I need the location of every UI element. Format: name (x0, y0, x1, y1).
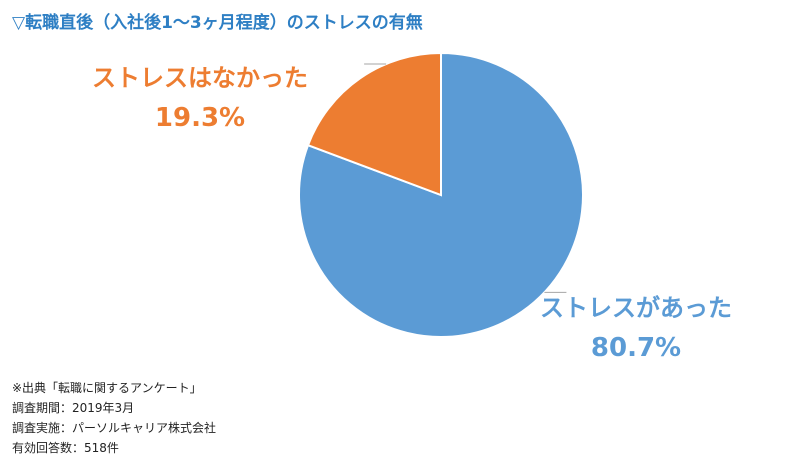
leader-lines (364, 63, 567, 293)
slice-label-no-stress-name: ストレスはなかった (92, 64, 308, 92)
slice-label-stress-name: ストレスがあった (540, 294, 732, 322)
pie-slice-stress (298, 51, 584, 338)
source-note-line: 調査期間：2019年3月 (12, 401, 135, 415)
source-note-line: ※出典「転職に関するアンケート」 (12, 381, 202, 395)
slice-label-stress: ストレスがあった 80.7% (540, 288, 732, 363)
pie-slice-no-stress (306, 51, 442, 197)
pie-slices (298, 51, 584, 338)
source-notes: ※出典「転職に関するアンケート」 調査期間：2019年3月 調査実施：パーソルキ… (12, 378, 216, 458)
slice-label-no-stress: ストレスはなかった 19.3% (92, 58, 308, 133)
slice-label-stress-value: 80.7% (590, 333, 682, 363)
slice-label-no-stress-value: 19.3% (154, 103, 246, 133)
chart-title: ▽転職直後（入社後1～3ヶ月程度）のストレスの有無 (12, 13, 423, 33)
source-note-line: 調査実施：パーソルキャリア株式会社 (12, 421, 217, 435)
source-note-line: 有効回答数：518件 (12, 441, 119, 455)
